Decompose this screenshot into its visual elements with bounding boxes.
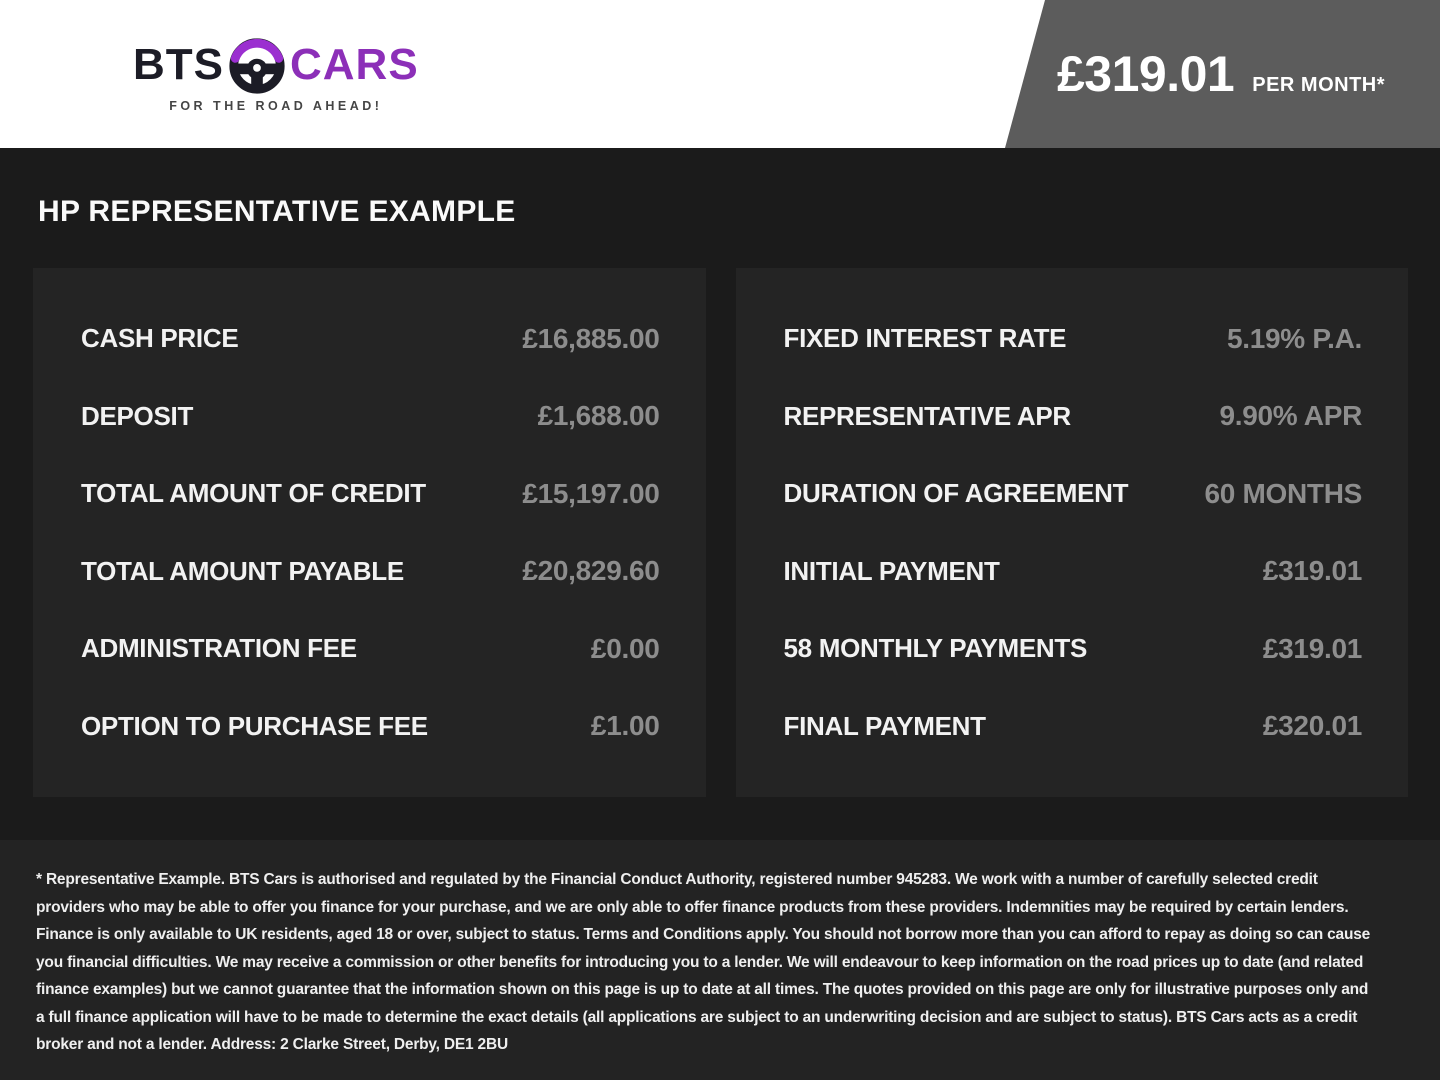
row-value: 60 MONTHS (1204, 477, 1362, 509)
finance-row-initial-payment: INITIAL PAYMENT £319.01 (784, 555, 1363, 587)
row-value: 9.90% APR (1219, 400, 1362, 432)
row-label: DEPOSIT (81, 400, 194, 431)
finance-row-duration: DURATION OF AGREEMENT 60 MONTHS (784, 478, 1363, 510)
row-value: £319.01 (1262, 555, 1362, 587)
steering-wheel-icon (229, 38, 285, 94)
row-label: DURATION OF AGREEMENT (783, 478, 1129, 509)
legal-footer: * Representative Example. BTS Cars is au… (0, 840, 1440, 1080)
row-value: £319.01 (1262, 632, 1362, 664)
finance-row-apr: REPRESENTATIVE APR 9.90% APR (784, 400, 1363, 432)
finance-row-option-fee: OPTION TO PURCHASE FEE £1.00 (81, 710, 660, 742)
representative-example-disclaimer: * Representative Example. BTS Cars is au… (36, 871, 1371, 1053)
row-value: £0.00 (590, 632, 660, 664)
row-label: TOTAL AMOUNT PAYABLE (81, 555, 404, 586)
finance-row-final-payment: FINAL PAYMENT £320.01 (784, 710, 1363, 742)
row-label: TOTAL AMOUNT OF CREDIT (81, 478, 426, 509)
row-value: £15,197.00 (522, 477, 660, 509)
bts-cars-logo: BTS CARS FOR THE ROAD AHEAD! (133, 34, 419, 113)
brand-name-bts: BTS (133, 40, 224, 89)
monthly-price-amount: £319.01 (1057, 46, 1235, 102)
row-value: £320.01 (1262, 710, 1362, 742)
row-label: ADMINISTRATION FEE (81, 633, 357, 664)
finance-row-monthly-payments: 58 MONTHLY PAYMENTS £319.01 (784, 633, 1363, 665)
row-label: FINAL PAYMENT (783, 710, 987, 741)
row-value: £1,688.00 (537, 400, 660, 432)
finance-row-deposit: DEPOSIT £1,688.00 (81, 400, 660, 432)
brand-tagline: FOR THE ROAD AHEAD! (169, 99, 383, 113)
row-label: INITIAL PAYMENT (783, 555, 1000, 586)
monthly-price-period: PER MONTH* (1252, 74, 1386, 96)
row-label: CASH PRICE (81, 323, 239, 354)
row-label: FIXED INTEREST RATE (783, 323, 1067, 354)
row-value: £1.00 (590, 710, 660, 742)
page-title: HP REPRESENTATIVE EXAMPLE (38, 195, 516, 228)
row-label: REPRESENTATIVE APR (783, 400, 1072, 431)
row-label: 58 MONTHLY PAYMENTS (783, 633, 1088, 664)
finance-panel-left: CASH PRICE £16,885.00 DEPOSIT £1,688.00 … (33, 268, 706, 797)
page-header: BTS CARS FOR THE ROAD AHEAD! £319.01 PER… (0, 0, 1440, 148)
monthly-price-banner: £319.01 PER MONTH* (1005, 0, 1440, 148)
finance-example-section: HP REPRESENTATIVE EXAMPLE CASH PRICE £16… (0, 148, 1440, 840)
finance-row-admin-fee: ADMINISTRATION FEE £0.00 (81, 633, 660, 665)
row-label: OPTION TO PURCHASE FEE (81, 710, 428, 741)
finance-panels: CASH PRICE £16,885.00 DEPOSIT £1,688.00 … (0, 268, 1440, 797)
brand-name-cars: CARS (290, 40, 419, 89)
row-value: 5.19% P.A. (1226, 322, 1362, 354)
row-value: £20,829.60 (522, 555, 660, 587)
finance-row-total-credit: TOTAL AMOUNT OF CREDIT £15,197.00 (81, 478, 660, 510)
row-value: £16,885.00 (522, 322, 660, 354)
finance-panel-right: FIXED INTEREST RATE 5.19% P.A. REPRESENT… (735, 268, 1408, 797)
finance-row-total-payable: TOTAL AMOUNT PAYABLE £20,829.60 (81, 555, 660, 587)
finance-row-interest-rate: FIXED INTEREST RATE 5.19% P.A. (784, 323, 1363, 355)
finance-row-cash-price: CASH PRICE £16,885.00 (81, 323, 660, 355)
